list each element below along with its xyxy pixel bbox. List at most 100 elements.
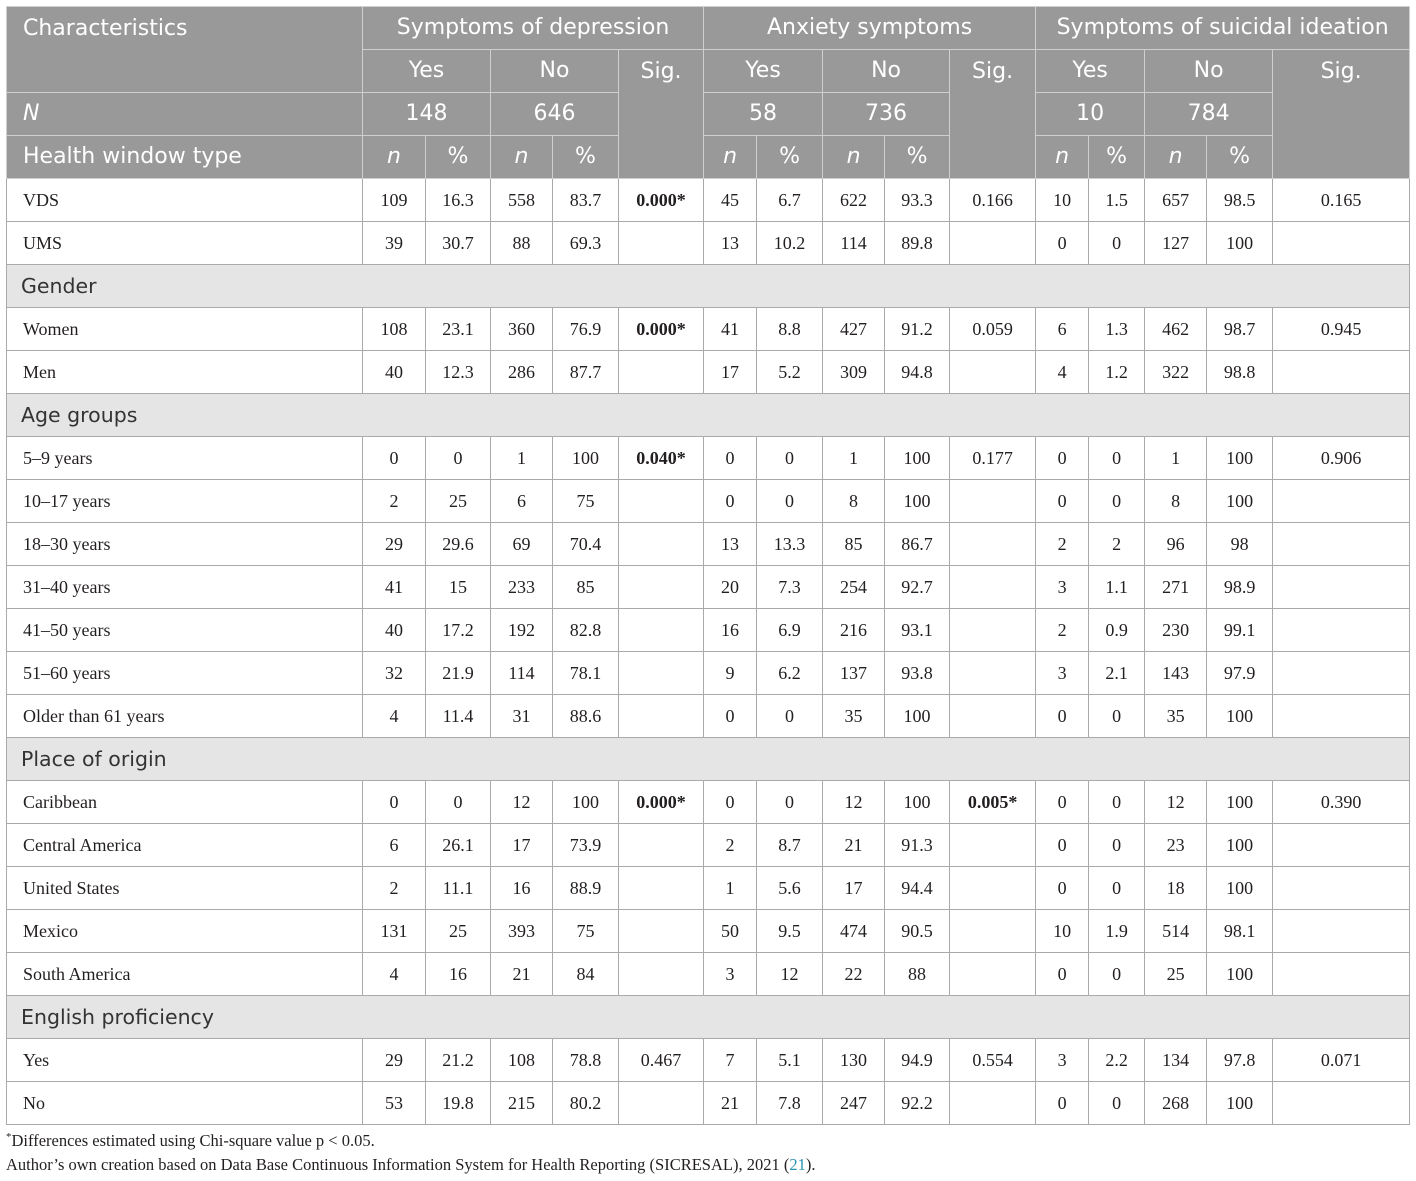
suicidal-ideation-yes-n-cell: 3 xyxy=(1035,1038,1090,1082)
suicidal-ideation-yes-percent-cell: 0 xyxy=(1088,952,1146,996)
anxiety-yes-n-cell: 17 xyxy=(703,350,758,394)
row-label: Women xyxy=(6,307,363,351)
anxiety-sig-header: Sig. xyxy=(949,49,1037,179)
suicidal-ideation-yes-header: Yes xyxy=(1035,49,1146,93)
table-row: 10–17 years 2 25 6 75 0 0 8 100 0 0 8 100 xyxy=(6,479,1411,523)
anxiety-no-percent-cell: 92.7 xyxy=(884,565,951,609)
anxiety-no-percent-cell: 100 xyxy=(884,780,951,824)
table-row: No 53 19.8 215 80.2 21 7.8 247 92.2 0 0 268 100 xyxy=(6,1081,1411,1125)
depression-no-n-cell: 192 xyxy=(490,608,553,652)
anxiety-no-n-cell: 21 xyxy=(822,823,886,867)
anxiety-yes-percent-cell: 9.5 xyxy=(756,909,824,953)
suicidal-ideation-no-n-cell: 322 xyxy=(1144,350,1208,394)
source-note-end: ). xyxy=(805,1155,816,1174)
anxiety-yes-percent-cell: 5.2 xyxy=(756,350,824,394)
section-title: Place of origin xyxy=(5,737,1411,781)
anxiety-yes-percent-cell: 0 xyxy=(756,479,824,523)
depression-sig-cell xyxy=(617,565,705,609)
anxiety-yes-n-cell: 0 xyxy=(703,479,758,523)
depression-yes-n-header: n xyxy=(362,135,426,179)
suicidal-ideation-yes-n-cell: 0 xyxy=(1035,221,1090,265)
anxiety-no-n-cell: 85 xyxy=(822,522,886,566)
suicidal-ideation-no-n-cell: 230 xyxy=(1144,608,1208,652)
suicidal-ideation-yes-percent-cell: 0.9 xyxy=(1088,608,1146,652)
suicidal-ideation-yes-percent-cell: 0 xyxy=(1088,866,1146,910)
suicidal-ideation-no-n-cell: 462 xyxy=(1144,307,1208,351)
depression-yes-total: 148 xyxy=(362,92,491,136)
anxiety-no-percent-cell: 91.2 xyxy=(884,307,951,351)
depression-yes-percent-cell: 11.4 xyxy=(425,694,491,738)
anxiety-sig-cell: 0.554 xyxy=(949,1038,1037,1082)
depression-yes-percent-cell: 17.2 xyxy=(425,608,491,652)
depression-yes-n-cell: 109 xyxy=(362,178,426,222)
row-label: Central America xyxy=(6,823,363,867)
anxiety-yes-n-cell: 41 xyxy=(703,307,758,351)
suicidal-ideation-yes-n-header: n xyxy=(1035,135,1090,179)
anxiety-yes-n-cell: 0 xyxy=(703,436,758,480)
suicidal-ideation-no-n-cell: 134 xyxy=(1144,1038,1208,1082)
suicidal-ideation-no-n-cell: 143 xyxy=(1144,651,1208,695)
anxiety-sig-cell: 0.177 xyxy=(949,436,1037,480)
depression-yes-n-cell: 40 xyxy=(362,350,426,394)
anxiety-sig-cell xyxy=(949,909,1037,953)
anxiety-yes-n-header: n xyxy=(703,135,758,179)
depression-yes-percent-header: % xyxy=(425,135,491,179)
suicidal-ideation-yes-n-cell: 3 xyxy=(1035,565,1090,609)
anxiety-sig-cell xyxy=(949,221,1037,265)
section-title: Gender xyxy=(5,264,1411,308)
suicidal-ideation-no-percent-cell: 100 xyxy=(1206,694,1274,738)
suicidal-ideation-no-n-cell: 12 xyxy=(1144,780,1208,824)
depression-yes-n-cell: 2 xyxy=(362,866,426,910)
suicidal-ideation-no-percent-cell: 100 xyxy=(1206,221,1274,265)
anxiety-no-n-cell: 474 xyxy=(822,909,886,953)
suicidal-ideation-sig-cell: 0.165 xyxy=(1272,178,1411,222)
depression-no-percent-cell: 84 xyxy=(552,952,619,996)
anxiety-yes-n-cell: 2 xyxy=(703,823,758,867)
depression-yes-n-cell: 0 xyxy=(362,436,426,480)
depression-sig-cell xyxy=(617,694,705,738)
depression-no-percent-header: % xyxy=(552,135,619,179)
suicidal-ideation-sig-cell xyxy=(1272,1081,1411,1125)
depression-no-n-header: n xyxy=(490,135,553,179)
reference-link[interactable]: 21 xyxy=(789,1155,806,1174)
depression-no-percent-cell: 75 xyxy=(552,479,619,523)
anxiety-no-n-cell: 622 xyxy=(822,178,886,222)
anxiety-yes-percent-cell: 7.3 xyxy=(756,565,824,609)
depression-yes-percent-cell: 0 xyxy=(425,436,491,480)
depression-yes-n-cell: 41 xyxy=(362,565,426,609)
suicidal-ideation-yes-percent-cell: 2 xyxy=(1088,522,1146,566)
depression-no-percent-cell: 78.8 xyxy=(552,1038,619,1082)
anxiety-no-n-cell: 216 xyxy=(822,608,886,652)
anxiety-no-header: No xyxy=(822,49,951,93)
anxiety-sig-cell: 0.005* xyxy=(949,780,1037,824)
anxiety-yes-percent-cell: 12 xyxy=(756,952,824,996)
anxiety-no-percent-cell: 100 xyxy=(884,436,951,480)
table-footnotes: *Differences estimated using Chi-square … xyxy=(6,1129,1409,1177)
suicidal-ideation-no-total: 784 xyxy=(1144,92,1274,136)
anxiety-yes-n-cell: 9 xyxy=(703,651,758,695)
anxiety-yes-percent-cell: 5.6 xyxy=(756,866,824,910)
anxiety-no-percent-cell: 94.4 xyxy=(884,866,951,910)
suicidal-ideation-yes-percent-cell: 0 xyxy=(1088,436,1146,480)
suicidal-ideation-no-percent-cell: 98.1 xyxy=(1206,909,1274,953)
depression-yes-n-cell: 0 xyxy=(362,780,426,824)
suicidal-ideation-no-n-cell: 8 xyxy=(1144,479,1208,523)
suicidal-ideation-no-n-cell: 127 xyxy=(1144,221,1208,265)
row-label: Yes xyxy=(6,1038,363,1082)
depression-yes-percent-cell: 29.6 xyxy=(425,522,491,566)
suicidal-ideation-yes-percent-cell: 0 xyxy=(1088,780,1146,824)
suicidal-ideation-yes-percent-cell: 0 xyxy=(1088,1081,1146,1125)
depression-sig-cell: 0.000* xyxy=(617,178,705,222)
anxiety-yes-n-cell: 20 xyxy=(703,565,758,609)
anxiety-sig-cell xyxy=(949,350,1037,394)
depression-sig-cell xyxy=(617,823,705,867)
row-label: United States xyxy=(6,866,363,910)
depression-no-percent-cell: 73.9 xyxy=(552,823,619,867)
suicidal-ideation-sig-header: Sig. xyxy=(1272,49,1411,179)
suicidal-ideation-yes-n-cell: 0 xyxy=(1035,436,1090,480)
suicidal-ideation-sig-cell xyxy=(1272,608,1411,652)
anxiety-sig-cell: 0.059 xyxy=(949,307,1037,351)
anxiety-no-n-cell: 8 xyxy=(822,479,886,523)
anxiety-sig-cell: 0.166 xyxy=(949,178,1037,222)
suicidal-ideation-no-percent-cell: 98.8 xyxy=(1206,350,1274,394)
